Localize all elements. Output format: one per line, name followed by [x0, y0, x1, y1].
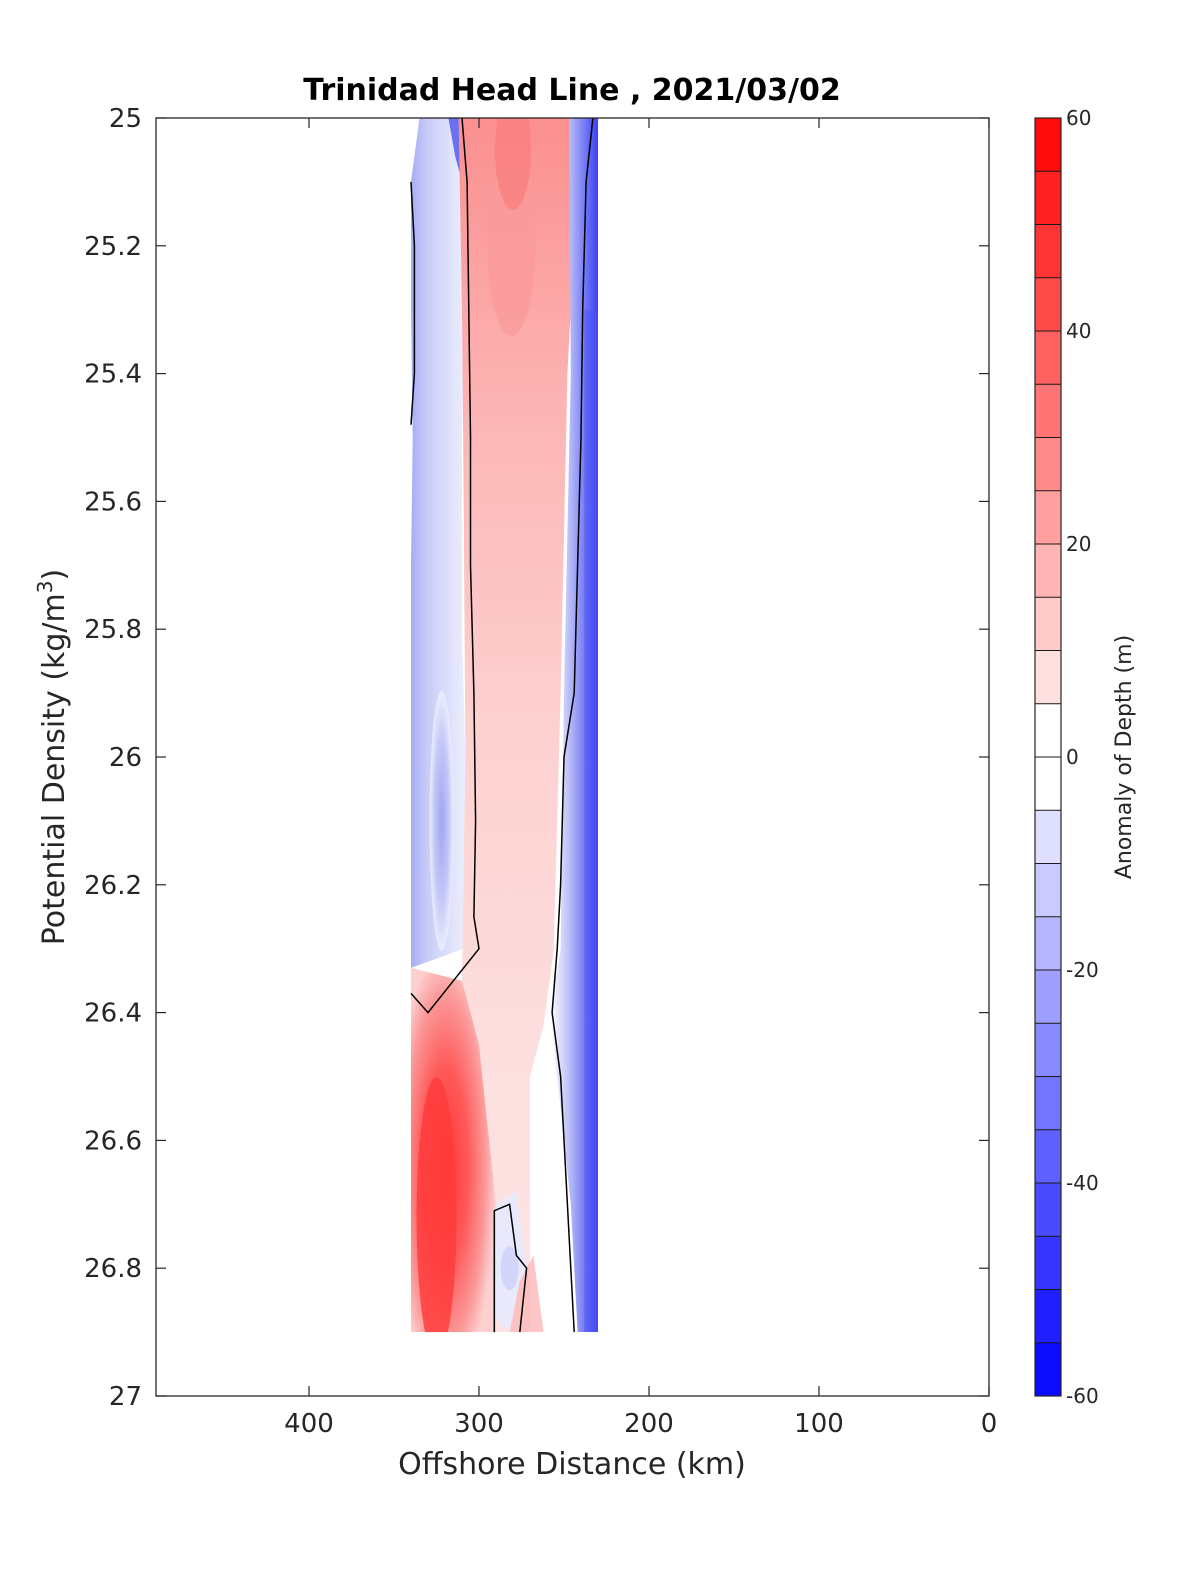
y-axis-label: Potential Density (kg/m3) — [33, 569, 72, 945]
y-tick-label: 25.8 — [84, 615, 142, 645]
colorbar-swatch — [1035, 1023, 1061, 1077]
y-tick-label: 27 — [109, 1382, 142, 1412]
x-tick-label: 100 — [794, 1409, 844, 1439]
zero-contour-deep-pocket — [493, 1203, 528, 1333]
region-offshore-negative-core — [429, 690, 454, 951]
region-offshore-negative-top — [448, 118, 462, 182]
region-deep-negative-core — [500, 1246, 519, 1291]
y-tick-label: 26.8 — [84, 1254, 142, 1284]
colorbar-swatch — [1035, 810, 1061, 864]
region-central-positive-core — [487, 155, 536, 336]
x-tick-label: 200 — [624, 1409, 674, 1439]
y-axis-label-sup: 3 — [33, 580, 57, 593]
region-central-positive-peak — [495, 118, 531, 210]
colorbar-swatch — [1035, 1236, 1061, 1290]
colorbar-label: Anomaly of Depth (m) — [1112, 635, 1137, 879]
colorbar-swatch — [1035, 224, 1061, 278]
colorbar-swatch — [1035, 384, 1061, 438]
x-axis: 400 300 200 100 0 — [284, 118, 997, 1439]
y-tick-label: 26.2 — [84, 871, 142, 901]
region-deep-positive-peak — [416, 1077, 457, 1358]
y-tick-label: 25.4 — [84, 360, 142, 390]
colorbar-swatch — [1035, 757, 1061, 811]
colorbar-swatch — [1035, 1289, 1061, 1343]
colorbar-swatch — [1035, 1076, 1061, 1130]
y-axis-label-main: Potential Density (kg/m — [37, 593, 72, 945]
x-tick-label: 0 — [981, 1409, 998, 1439]
colorbar-swatch — [1035, 331, 1061, 385]
y-tick-label: 26.6 — [84, 1126, 142, 1156]
y-tick-label: 25.2 — [84, 232, 142, 262]
region-inshore-negative — [550, 118, 598, 1333]
y-axis: 25 25.2 25.4 25.6 25.8 26 26.2 26.4 26.6 26.8 27 — [84, 104, 989, 1412]
region-deep-positive-small — [509, 1255, 544, 1333]
colorbar-tick-label: 0 — [1066, 745, 1079, 769]
colorbar-swatch — [1035, 544, 1061, 598]
y-tick-label: 26.4 — [84, 999, 142, 1029]
colorbar-swatch — [1035, 703, 1061, 757]
colorbar-swatch — [1035, 597, 1061, 651]
zero-contours — [410, 117, 594, 1333]
x-tick-label: 300 — [454, 1409, 504, 1439]
zero-contour-offshore-edge — [410, 181, 416, 425]
colorbar-frame — [1034, 117, 1062, 1397]
colorbar-tick-label: -60 — [1066, 1384, 1099, 1408]
zero-contour-inshore — [551, 117, 594, 1333]
y-axis-label-end: ) — [37, 569, 72, 581]
no-data-inshore — [598, 118, 989, 1396]
colorbar: 60 40 20 0 -20 -40 -60 — [1034, 106, 1099, 1408]
colorbar-swatch — [1035, 277, 1061, 331]
region-offshore-negative — [411, 118, 468, 968]
x-axis-label: Offshore Distance (km) — [398, 1447, 746, 1482]
zero-contour-offshore — [410, 117, 480, 1014]
colorbar-swatch — [1035, 1183, 1061, 1237]
colorbar-tick-label: -40 — [1066, 1171, 1099, 1195]
colorbar-swatch — [1035, 437, 1061, 491]
colorbar-swatch — [1035, 171, 1061, 225]
colorbar-swatch — [1035, 650, 1061, 704]
colorbar-tick-label: 40 — [1066, 319, 1091, 343]
x-tick-label: 400 — [284, 1409, 334, 1439]
colorbar-swatch — [1035, 490, 1061, 544]
region-inshore-negative-core — [584, 309, 598, 1333]
colorbar-swatch — [1035, 970, 1061, 1024]
colorbar-swatch — [1035, 118, 1061, 172]
colorbar-swatch — [1035, 1342, 1061, 1396]
y-tick-label: 25 — [109, 104, 142, 134]
colorbar-tick-label: 60 — [1066, 106, 1091, 130]
region-central-positive — [458, 118, 581, 1333]
colorbar-tick-label: 20 — [1066, 532, 1091, 556]
chart-title: Trinidad Head Line , 2021/03/02 — [303, 73, 840, 108]
y-tick-label: 25.6 — [84, 487, 142, 517]
colorbar-swatch — [1035, 1129, 1061, 1183]
colorbar-swatch — [1035, 863, 1061, 917]
no-data-deep — [156, 1332, 989, 1396]
colorbar-swatch — [1035, 916, 1061, 970]
y-tick-label: 26 — [109, 743, 142, 773]
contour-field — [156, 118, 989, 1396]
colorbar-tick-label: -20 — [1066, 958, 1099, 982]
